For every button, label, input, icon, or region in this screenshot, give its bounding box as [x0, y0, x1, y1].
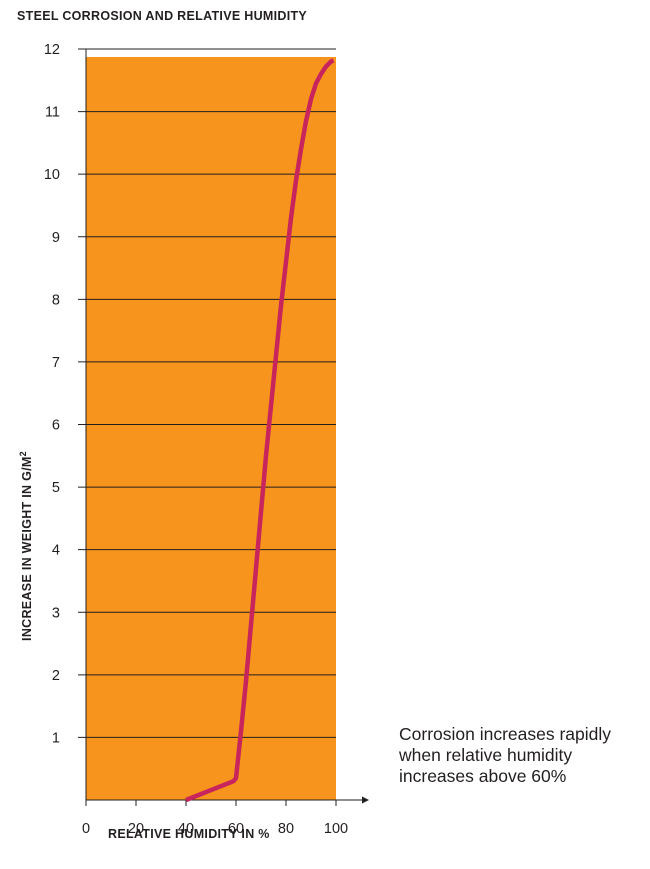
y-tick-label: 10 — [44, 167, 60, 183]
x-tick-label: 20 — [128, 821, 144, 837]
series-group — [185, 58, 335, 803]
y-tick-label: 3 — [52, 605, 60, 621]
y-tick-label: 11 — [45, 105, 60, 121]
y-tick-label: 5 — [52, 480, 60, 496]
x-tick-label: 60 — [228, 821, 244, 837]
y-tick-label: 2 — [52, 668, 60, 684]
x-axis-arrow — [362, 796, 369, 804]
y-tick-label: 4 — [52, 543, 60, 559]
axes — [85, 49, 369, 804]
y-tick-label: 6 — [52, 418, 60, 434]
x-tick-labels: 0 20 40 60 80 100 — [82, 800, 348, 837]
y-axis-label: INCREASE IN WEIGHT IN G/M2 — [17, 451, 35, 641]
x-tick-label: 0 — [82, 821, 90, 837]
chart-title: STEEL CORROSION AND RELATIVE HUMIDITY — [17, 9, 308, 23]
y-tick-label: 9 — [52, 230, 60, 246]
y-tick-label: 12 — [44, 42, 60, 58]
y-tick-label: 8 — [52, 292, 60, 308]
y-tick-label: 1 — [52, 730, 60, 746]
gridlines — [78, 48, 336, 738]
annotation-text: Corrosion increases rapidly when relativ… — [399, 724, 649, 787]
annotation-line: when relative humidity — [399, 745, 573, 765]
x-tick-label: 80 — [278, 821, 294, 837]
annotation-line: Corrosion increases rapidly — [399, 724, 612, 744]
y-tick-label: 7 — [52, 355, 60, 371]
x-tick-label: 100 — [324, 821, 348, 837]
x-tick-label: 40 — [178, 821, 194, 837]
annotation-line: increases above 60% — [399, 766, 567, 786]
series-line — [185, 58, 335, 803]
x-axis-label: RELATIVE HUMIDITY IN % — [108, 827, 270, 841]
